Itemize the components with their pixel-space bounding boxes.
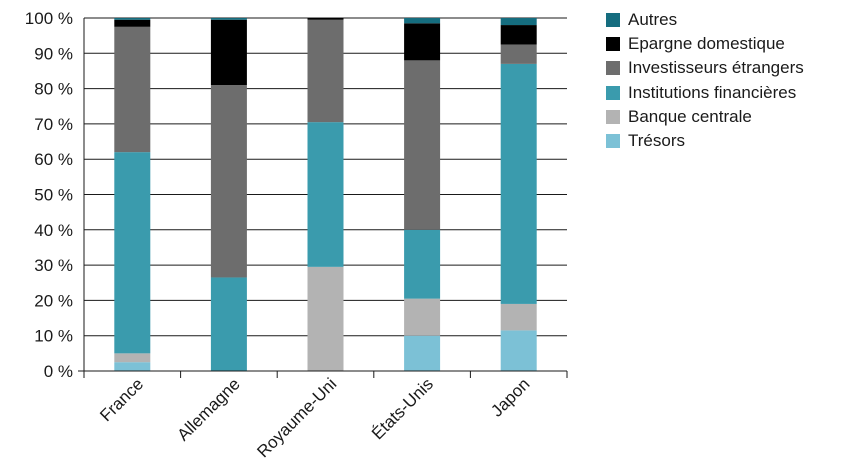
legend-label: Epargne domestique — [628, 34, 785, 54]
bar-segment — [500, 18, 537, 26]
legend-item: Autres — [606, 8, 804, 32]
legend-swatch — [606, 85, 620, 100]
legend-label: Investisseurs étrangers — [628, 58, 804, 78]
bar-segment — [404, 298, 441, 336]
bar-segment — [307, 122, 344, 267]
y-tick-label: 10 % — [34, 327, 73, 346]
legend-swatch — [606, 109, 620, 124]
y-tick-labels: 0 % 10 % 20 % 30 % 40 % 50 % 60 % 70 % 80 % 90 % 1… — [25, 9, 73, 381]
bar-segment — [114, 26, 151, 153]
legend-item: Epargne domestique — [606, 32, 804, 56]
legend-swatch — [606, 13, 620, 28]
bar-segment — [210, 19, 247, 86]
bar-segment — [114, 362, 151, 371]
bar-segment — [114, 152, 151, 354]
legend-swatch — [606, 61, 620, 76]
legend-swatch — [606, 37, 620, 52]
bar-segment — [210, 85, 247, 278]
bar-segment — [404, 60, 441, 230]
legend-label: Autres — [628, 10, 678, 30]
y-tick-label: 40 % — [34, 221, 73, 240]
bar-segment — [210, 277, 247, 371]
axes — [78, 18, 568, 378]
legend-item: Investisseurs étrangers — [606, 56, 804, 80]
bar-segment — [500, 63, 537, 304]
bar-segment — [307, 266, 344, 371]
x-tick-label: Japon — [487, 374, 533, 420]
legend-swatch — [606, 134, 620, 149]
bar-segment — [210, 18, 247, 20]
bar-segment — [500, 303, 537, 331]
x-tick-label: Royaume-Uni — [253, 374, 340, 461]
x-tick-label: États-Unis — [368, 374, 437, 443]
bar-segment — [404, 18, 441, 24]
bar-segment — [404, 23, 441, 61]
y-tick-label: 90 % — [34, 44, 73, 63]
y-tick-label: 50 % — [34, 186, 73, 205]
y-tick-label: 30 % — [34, 256, 73, 275]
y-tick-label: 70 % — [34, 115, 73, 134]
bar-segment — [500, 44, 537, 64]
bar-segment — [500, 25, 537, 45]
bar-segment — [404, 335, 441, 371]
legend-label: Banque centrale — [628, 106, 752, 126]
y-tick-label: 60 % — [34, 150, 73, 169]
bar-segment — [500, 330, 537, 371]
x-tick-label: France — [96, 374, 147, 425]
bars — [114, 18, 537, 371]
legend-item: Trésors — [606, 129, 804, 153]
x-tick-labels: France Allemagne Royaume-Uni États-Unis Japo… — [96, 374, 533, 461]
bar-segment — [404, 229, 441, 299]
bar-segment — [114, 353, 151, 363]
y-tick-label: 100 % — [25, 9, 73, 28]
legend-item: Banque centrale — [606, 105, 804, 129]
y-tick-label: 0 % — [44, 362, 73, 381]
y-tick-label: 20 % — [34, 291, 73, 310]
bar-segment — [114, 18, 151, 20]
bar-segment — [307, 18, 344, 20]
x-tick-label: Allemagne — [173, 374, 243, 444]
legend-label: Institutions financières — [628, 82, 797, 102]
legend: Autres Epargne domestique Investisseurs ét… — [606, 8, 804, 153]
legend-label: Trésors — [628, 131, 685, 151]
bar-segment — [114, 19, 151, 27]
legend-item: Institutions financières — [606, 81, 804, 105]
y-tick-label: 80 % — [34, 80, 73, 99]
bar-segment — [307, 19, 344, 123]
